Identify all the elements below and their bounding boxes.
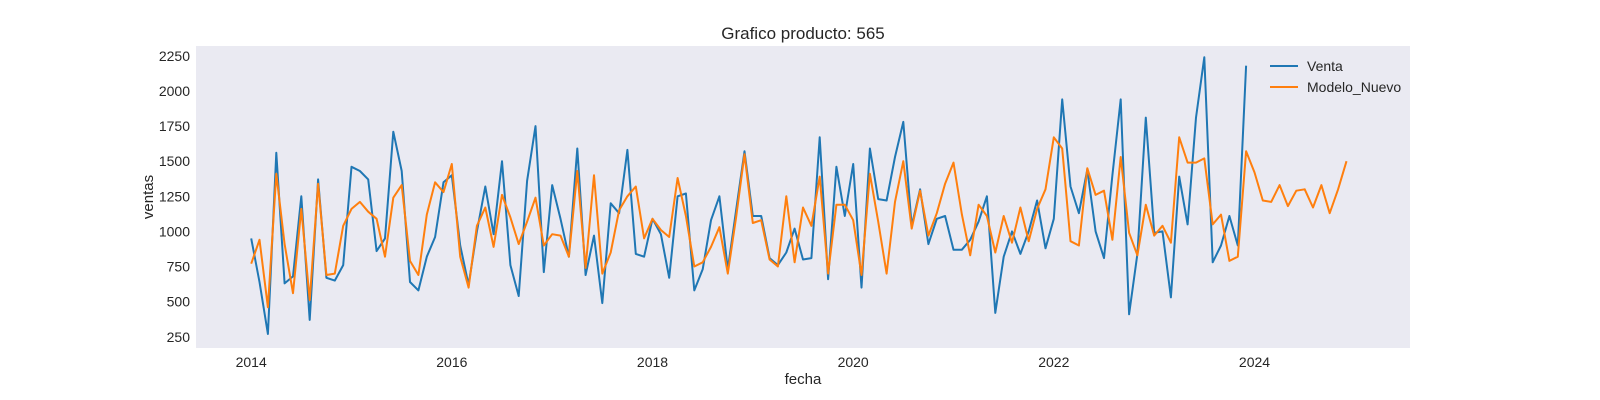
x-tick-label: 2016	[436, 354, 467, 370]
y-tick-label: 250	[167, 329, 191, 345]
x-tick-label: 2024	[1239, 354, 1270, 370]
series-line-modelo-nuevo	[250, 136, 1348, 309]
legend-item: Modelo_Nuevo	[1270, 79, 1401, 95]
legend-item: Venta	[1270, 58, 1343, 74]
x-tick-label: 2022	[1038, 354, 1069, 370]
y-tick-label: 2000	[159, 83, 190, 99]
x-tick-label: 2014	[236, 354, 267, 370]
x-tick-label: 2020	[838, 354, 869, 370]
y-tick-label: 1000	[159, 223, 190, 239]
y-tick-label: 750	[167, 259, 191, 275]
y-tick-label: 1750	[159, 118, 190, 134]
plot-area	[196, 46, 1410, 348]
series-layer	[250, 56, 1348, 335]
x-axis: 2014 2016 2018 2020 2022 2024	[236, 354, 1271, 370]
x-tick-label: 2018	[637, 354, 668, 370]
y-axis: 250 500 750 1000 1250 1500 1750 2000 2250	[159, 48, 190, 345]
y-tick-label: 2250	[159, 48, 190, 64]
legend-label: Modelo_Nuevo	[1307, 79, 1401, 95]
legend-label: Venta	[1307, 58, 1343, 74]
y-tick-label: 1500	[159, 153, 190, 169]
y-axis-label: ventas	[140, 175, 157, 219]
y-tick-label: 1250	[159, 188, 190, 204]
chart-title: Grafico producto: 565	[721, 24, 884, 43]
y-tick-label: 500	[167, 294, 191, 310]
legend: Venta Modelo_Nuevo	[1270, 58, 1401, 95]
x-axis-label: fecha	[785, 371, 822, 388]
